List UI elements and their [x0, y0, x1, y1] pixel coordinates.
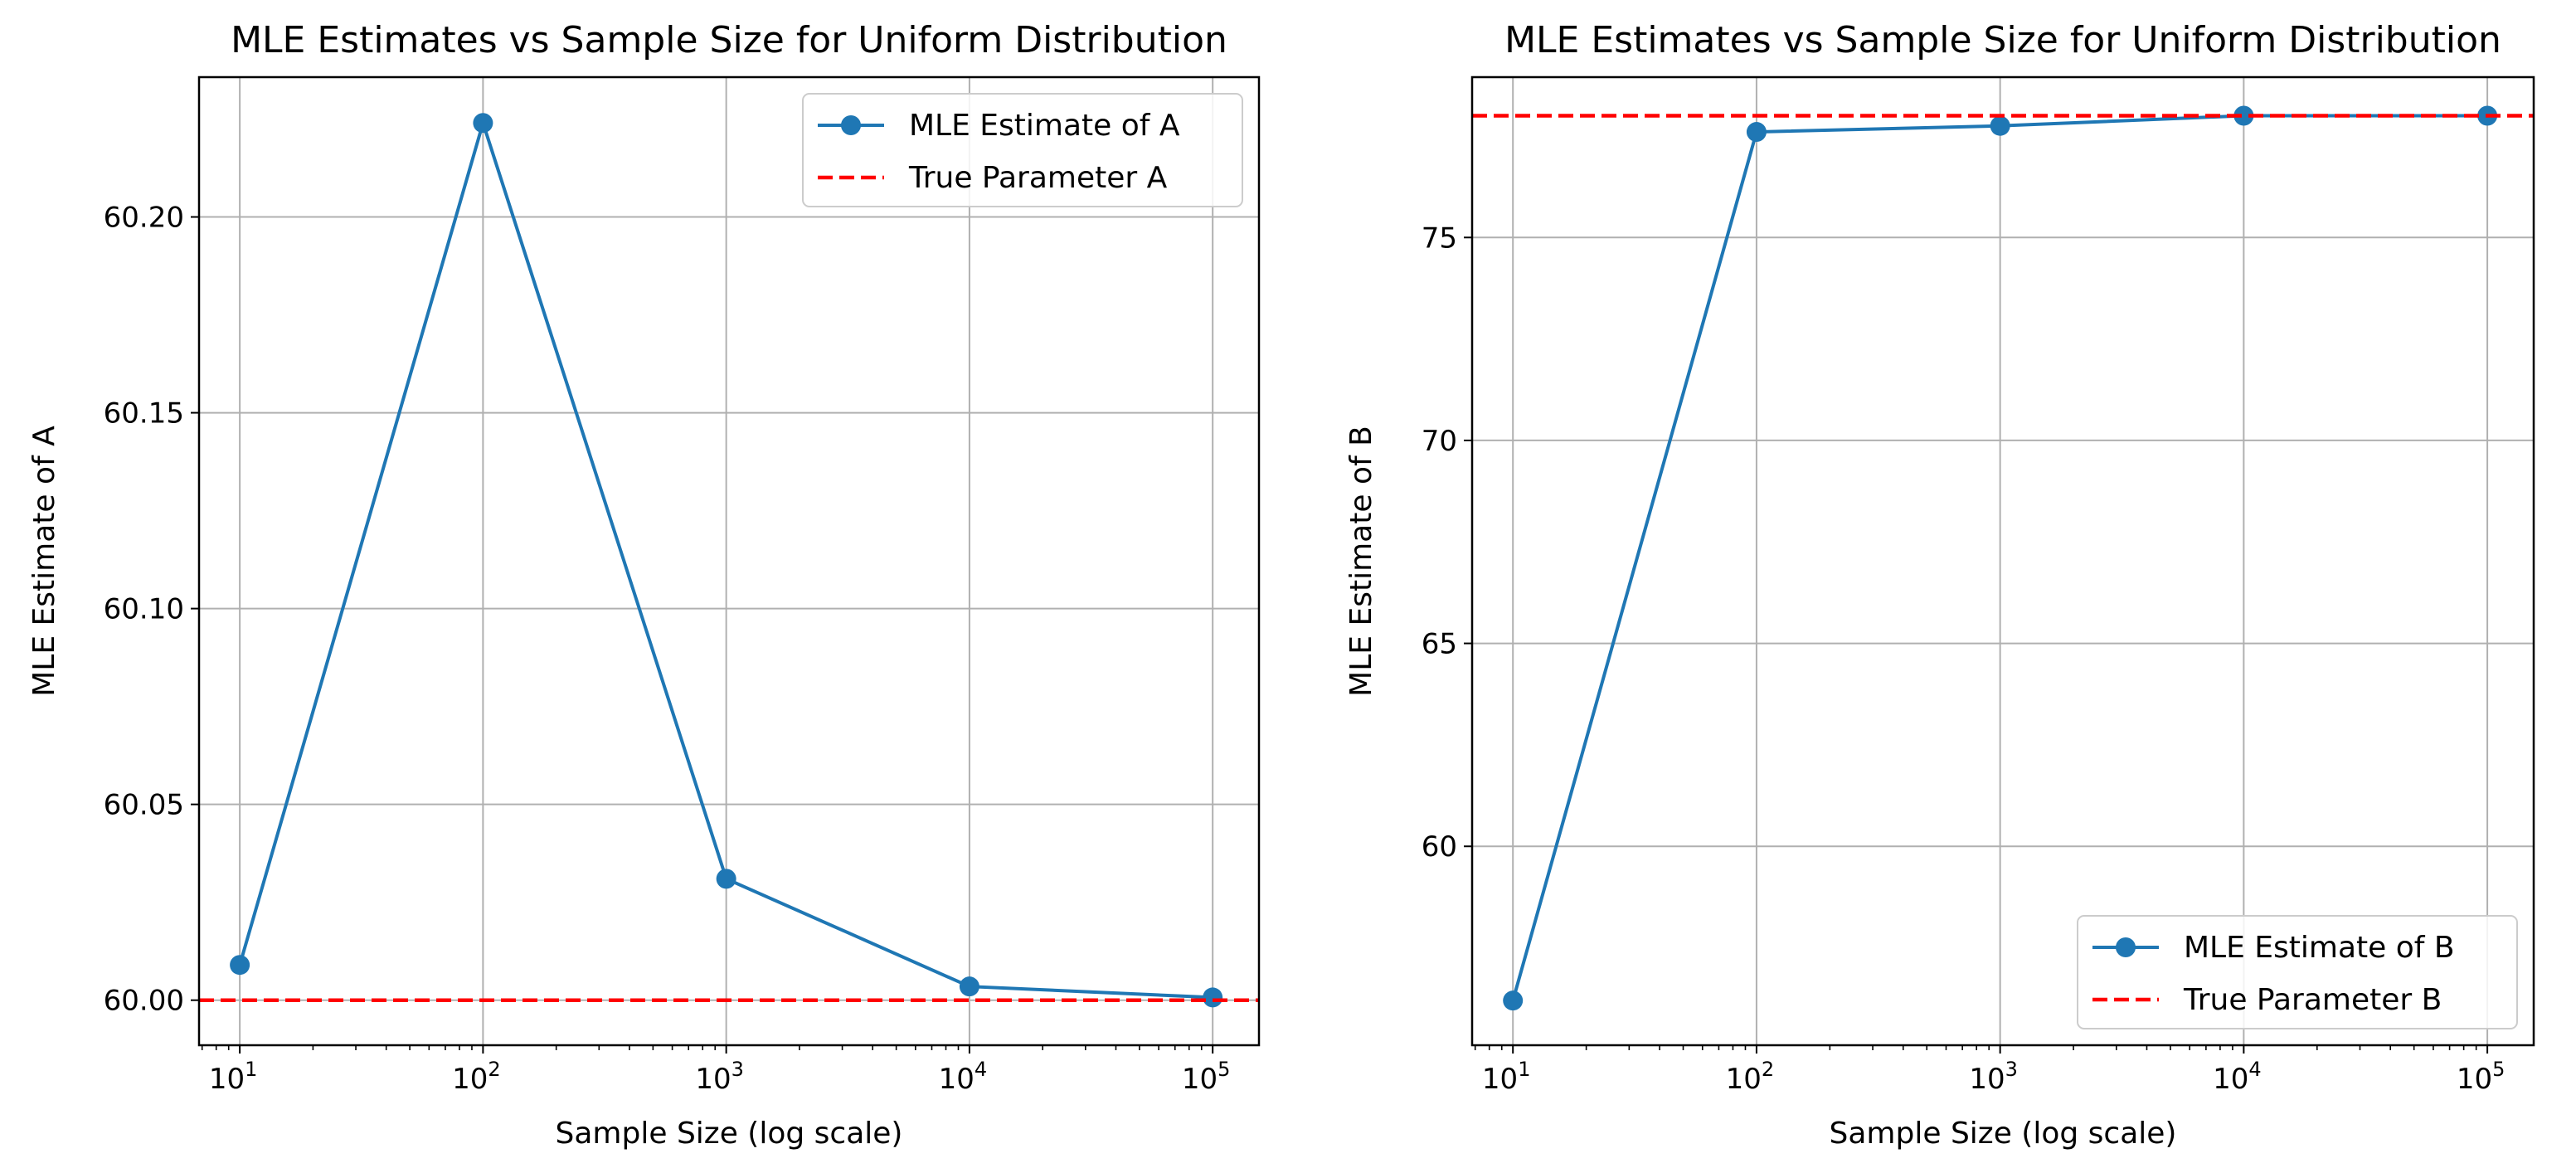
data-point — [473, 113, 493, 134]
legend-label: True Parameter A — [908, 161, 1168, 195]
x-tick-label: 105 — [2457, 1058, 2506, 1096]
x-tick-label: 103 — [695, 1058, 744, 1096]
data-point — [1203, 987, 1223, 1008]
plot-area — [199, 113, 1259, 1008]
y-axis-label: MLE Estimate of B — [1344, 426, 1378, 697]
data-point — [1746, 122, 1767, 143]
data-point — [1990, 115, 2010, 136]
data-point — [959, 976, 979, 997]
data-point — [716, 869, 736, 889]
y-tick-label: 65 — [1422, 628, 1457, 661]
chart-panel-2: 101 102 103 104 105 60 65 70 75 MLE Estimates vs … — [1344, 19, 2535, 1151]
axes-frame — [1470, 75, 2535, 1047]
chart-title: MLE Estimates vs Sample Size for Uniform… — [231, 19, 1227, 61]
y-tick-label: 70 — [1422, 425, 1457, 458]
legend: MLE Estimate of A True Parameter A — [802, 93, 1243, 207]
y-axis-label: MLE Estimate of A — [27, 426, 61, 697]
y-tick-label: 60.00 — [104, 985, 184, 1018]
legend: MLE Estimate of B True Parameter B — [2077, 915, 2518, 1029]
x-tick-label: 104 — [2213, 1058, 2262, 1096]
x-tick-label: 101 — [1482, 1058, 1531, 1096]
legend-box — [802, 93, 1243, 207]
x-tick-label: 103 — [1969, 1058, 2018, 1096]
legend-box — [2077, 915, 2518, 1029]
legend-label: MLE Estimate of A — [909, 109, 1180, 143]
data-point — [230, 955, 250, 976]
x-tick-label: 101 — [209, 1058, 258, 1096]
axes-frame — [197, 75, 1261, 1047]
legend-handle-marker — [841, 115, 861, 135]
y-tick-label: 60 — [1422, 830, 1457, 864]
y-tick-label: 60.10 — [104, 593, 184, 626]
y-tick-label: 60.15 — [104, 397, 184, 431]
legend-handle-marker — [2116, 937, 2136, 957]
x-tick-label: 104 — [939, 1058, 988, 1096]
legend-label: MLE Estimate of B — [2184, 931, 2455, 965]
legend-label: True Parameter B — [2183, 983, 2442, 1017]
chart-panel-1: 101 102 103 104 105 60.00 60.05 60.10 60.15 60.20… — [27, 19, 1261, 1151]
y-tick-label: 60.20 — [104, 202, 184, 235]
chart-title: MLE Estimates vs Sample Size for Uniform… — [1504, 19, 2501, 61]
y-tick-label: 75 — [1422, 221, 1457, 255]
y-tick-label: 60.05 — [104, 789, 184, 822]
x-tick-label: 102 — [1726, 1058, 1775, 1096]
plot-area — [1472, 105, 2534, 1011]
x-tick-label: 102 — [452, 1058, 501, 1096]
data-point — [1503, 990, 1524, 1011]
x-axis-label: Sample Size (log scale) — [556, 1117, 903, 1151]
x-tick-label: 105 — [1182, 1058, 1231, 1096]
data-point — [2233, 105, 2254, 126]
x-axis-label: Sample Size (log scale) — [1830, 1117, 2177, 1151]
